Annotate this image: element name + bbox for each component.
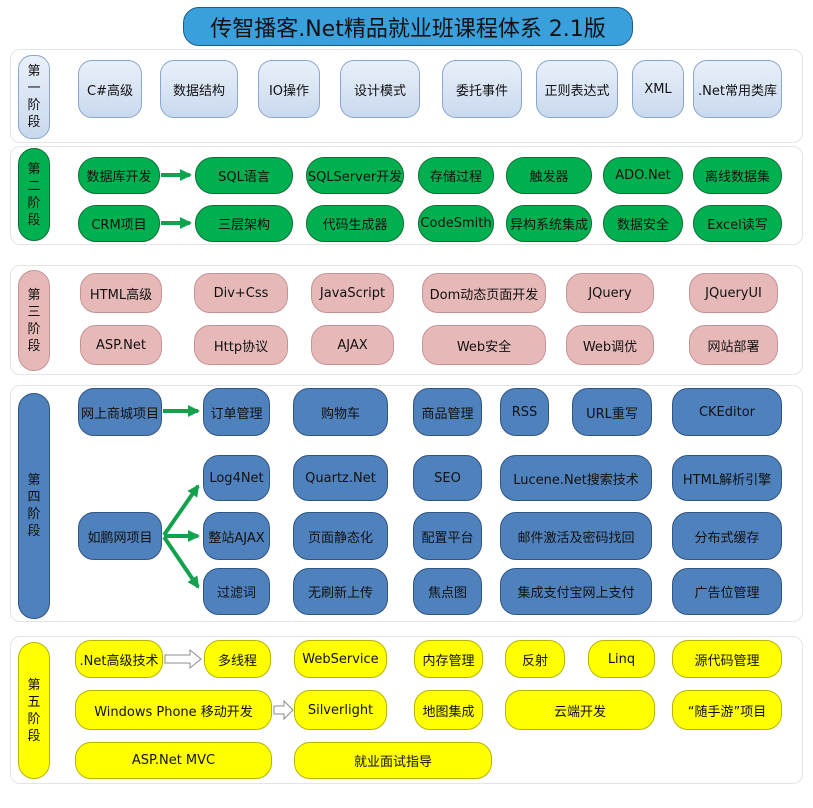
- course-cloud-dev: 云端开发: [505, 690, 655, 730]
- project-crm: CRM项目: [78, 205, 160, 242]
- stage-4-group: [10, 385, 803, 622]
- course-log4net: Log4Net: [203, 455, 270, 501]
- course-word-filter: 过滤词: [203, 568, 270, 615]
- course-linq: Linq: [588, 640, 655, 678]
- course-dom-dynamic-pages: Dom动态页面开发: [422, 273, 546, 313]
- course-config-platform: 配置平台: [413, 512, 482, 560]
- stage-3-group: [10, 265, 803, 375]
- course-html-parser: HTML解析引擎: [672, 455, 782, 501]
- course-map-integration: 地图集成: [414, 690, 483, 730]
- stage-2-group: [10, 146, 803, 245]
- project-suishouyou: “随手游”项目: [672, 690, 782, 730]
- stage-label-1: 第一阶段: [18, 55, 50, 139]
- course-http-protocol: Http协议: [194, 325, 288, 365]
- course-ajax-upload: 无刷新上传: [293, 568, 388, 615]
- course-site-deployment: 网站部署: [689, 325, 778, 365]
- course-web-security: Web安全: [422, 325, 546, 365]
- course-multithreading: 多线程: [204, 640, 271, 678]
- course-heterogeneous-integration: 异构系统集成: [506, 205, 592, 242]
- course-codesmith: CodeSmith: [418, 205, 494, 242]
- course-ajax: AJAX: [311, 325, 394, 365]
- course-div-css: Div+Css: [194, 273, 288, 313]
- course-source-control: 源代码管理: [672, 640, 782, 678]
- course-data-structures: 数据结构: [160, 60, 238, 118]
- course-alipay-payment: 集成支付宝网上支付: [500, 568, 652, 615]
- course-shopping-cart: 购物车: [293, 388, 388, 436]
- course-ad-management: 广告位管理: [672, 568, 782, 615]
- course-net-advanced: .Net高级技术: [75, 640, 163, 678]
- course-focus-image: 焦点图: [413, 568, 482, 615]
- stage-label-4-text: 第四阶段: [27, 473, 41, 539]
- stage-label-2-text: 第二阶段: [27, 161, 41, 228]
- page-title: 传智播客.Net精品就业班课程体系 2.1版: [183, 7, 633, 46]
- course-asp-net: ASP.Net: [80, 325, 162, 365]
- course-jquery: JQuery: [566, 273, 654, 313]
- course-webservice: WebService: [294, 640, 387, 678]
- course-ado-net: ADO.Net: [603, 157, 683, 194]
- project-online-mall: 网上商城项目: [78, 388, 162, 436]
- course-ckeditor: CKEditor: [672, 388, 782, 436]
- course-email-activation: 邮件激活及密码找回: [500, 512, 652, 560]
- course-io-operations: IO操作: [258, 60, 320, 118]
- course-silverlight: Silverlight: [294, 690, 387, 730]
- course-sqlserver-dev: SQLServer开发: [306, 157, 404, 194]
- course-site-ajax: 整站AJAX: [203, 512, 270, 560]
- stage-label-3-text: 第三阶段: [27, 287, 41, 354]
- course-web-tuning: Web调优: [566, 325, 654, 365]
- course-interview-guidance: 就业面试指导: [294, 742, 492, 779]
- course-html-advanced: HTML高级: [80, 273, 162, 313]
- stage-label-5-text: 第五阶段: [27, 677, 41, 744]
- course-windows-phone: Windows Phone 移动开发: [75, 690, 272, 730]
- course-offline-dataset: 离线数据集: [693, 157, 782, 194]
- course-csharp-advanced: C#高级: [78, 60, 142, 118]
- course-regex: 正则表达式: [536, 60, 618, 118]
- stage-5-group: [10, 636, 803, 784]
- course-database-dev: 数据库开发: [78, 157, 160, 194]
- course-seo: SEO: [413, 455, 482, 501]
- course-javascript: JavaScript: [311, 273, 394, 313]
- stage-label-2: 第二阶段: [18, 148, 50, 241]
- course-distributed-cache: 分布式缓存: [672, 512, 782, 560]
- course-data-security: 数据安全: [603, 205, 683, 242]
- course-product-management: 商品管理: [413, 388, 482, 436]
- project-rupeng: 如鹏网项目: [78, 512, 162, 560]
- course-quartz-net: Quartz.Net: [293, 455, 388, 501]
- course-xml: XML: [632, 60, 684, 118]
- course-lucene-search: Lucene.Net搜索技术: [500, 455, 652, 501]
- course-excel-io: Excel读写: [693, 205, 782, 242]
- course-url-rewrite: URL重写: [572, 388, 652, 436]
- course-page-static: 页面静态化: [293, 512, 388, 560]
- course-net-class-library: .Net常用类库: [693, 60, 782, 118]
- course-triggers: 触发器: [506, 157, 592, 194]
- course-delegates-events: 委托事件: [442, 60, 522, 118]
- course-three-tier: 三层架构: [195, 205, 293, 242]
- course-order-management: 订单管理: [203, 388, 270, 436]
- course-sql-language: SQL语言: [195, 157, 293, 194]
- course-asp-net-mvc: ASP.Net MVC: [75, 742, 272, 779]
- stage-label-5: 第五阶段: [18, 642, 50, 779]
- course-code-generator: 代码生成器: [306, 205, 404, 242]
- course-memory-management: 内存管理: [414, 640, 483, 678]
- stage-label-1-text: 第一阶段: [27, 64, 41, 130]
- course-rss: RSS: [500, 388, 549, 436]
- course-reflection: 反射: [505, 640, 565, 678]
- stage-1-group: [10, 49, 803, 143]
- stage-label-3: 第三阶段: [18, 270, 50, 371]
- course-jqueryui: JQueryUI: [689, 273, 778, 313]
- course-design-patterns: 设计模式: [340, 60, 420, 118]
- stage-label-4: 第四阶段: [18, 393, 50, 619]
- course-stored-procedures: 存储过程: [418, 157, 494, 194]
